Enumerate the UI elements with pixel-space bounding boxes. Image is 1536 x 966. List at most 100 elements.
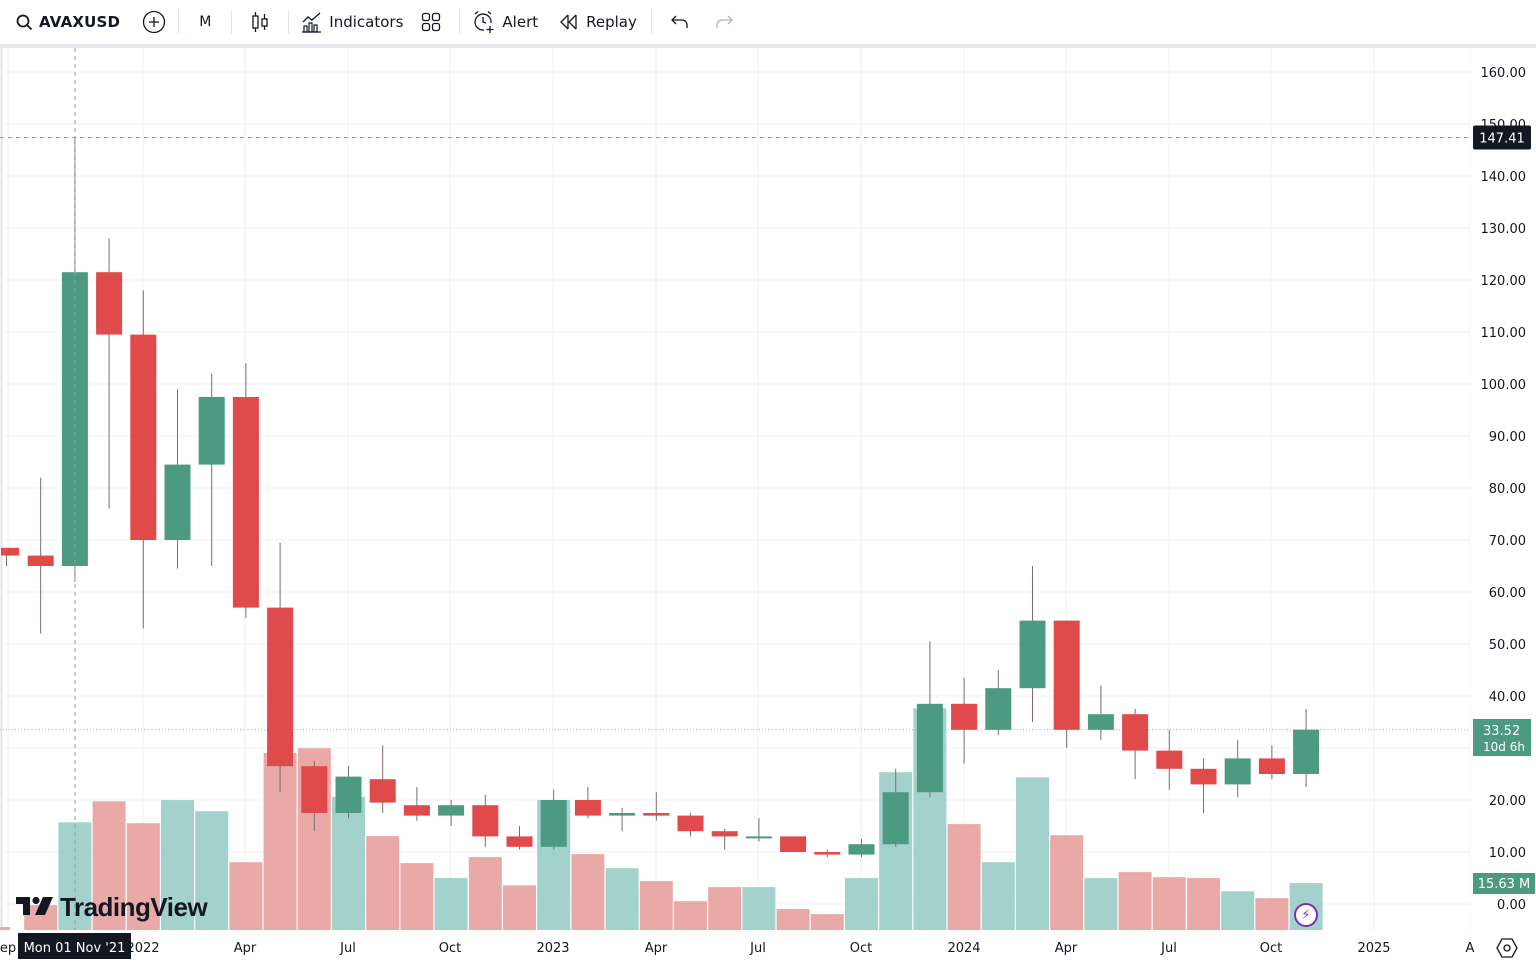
candle[interactable]	[301, 761, 328, 832]
candle[interactable]	[985, 670, 1012, 735]
candle-body	[164, 464, 191, 540]
candle-body	[951, 703, 978, 730]
candle[interactable]	[1224, 740, 1251, 798]
volume-bar	[810, 914, 844, 930]
candle[interactable]	[335, 766, 362, 819]
candle[interactable]	[780, 836, 807, 852]
candle[interactable]	[1156, 729, 1183, 790]
price-tick-label: 50.00	[1489, 638, 1526, 653]
interval-button[interactable]: M	[185, 6, 225, 38]
plot-area[interactable]	[0, 48, 1470, 930]
time-tick-label: 2024	[947, 941, 980, 956]
layouts-icon	[421, 12, 441, 32]
candle[interactable]	[677, 813, 704, 837]
volume-bar	[776, 909, 810, 930]
compare-symbol-button[interactable]	[136, 6, 172, 38]
volume-bar	[229, 862, 263, 930]
add-symbol-icon	[142, 10, 166, 34]
candle[interactable]	[540, 789, 567, 850]
candle[interactable]	[27, 477, 54, 634]
volume-bar	[195, 811, 229, 930]
candlestick-chart[interactable]: 160.00150.00140.00130.00120.00110.00100.…	[0, 48, 1536, 962]
candle-body	[472, 805, 499, 837]
time-tick-label: ep	[0, 941, 16, 956]
toolbar-divider	[288, 10, 290, 34]
volume-bar	[1187, 878, 1220, 930]
candle[interactable]	[438, 800, 465, 826]
candle[interactable]	[506, 826, 533, 850]
candle-body	[1053, 620, 1080, 730]
price-tick-label: 80.00	[1489, 482, 1526, 497]
candle[interactable]	[1293, 709, 1320, 787]
chart-area[interactable]: 160.00150.00140.00130.00120.00110.00100.…	[0, 48, 1536, 962]
candle[interactable]	[1, 547, 19, 566]
candle[interactable]	[745, 818, 772, 842]
candle[interactable]	[369, 745, 396, 813]
time-tick-label: 2023	[536, 941, 569, 956]
top-toolbar: AVAXUSD M Indicators Alert R	[0, 0, 1536, 44]
last-price-badge	[1473, 719, 1531, 756]
candle[interactable]	[1122, 709, 1149, 780]
candle[interactable]	[164, 389, 191, 569]
tradingview-logo[interactable]: TradingView	[16, 892, 208, 923]
replay-button[interactable]: Replay	[552, 6, 643, 38]
candle[interactable]	[472, 794, 499, 847]
time-tick-label: Oct	[1260, 941, 1282, 956]
candle[interactable]	[232, 363, 259, 618]
candle[interactable]	[848, 839, 875, 858]
candle[interactable]	[130, 290, 157, 629]
candle-body	[198, 397, 225, 465]
candle[interactable]	[574, 787, 601, 819]
candle[interactable]	[814, 849, 841, 858]
candle[interactable]	[267, 542, 294, 793]
undo-button[interactable]	[658, 6, 702, 38]
redo-button[interactable]	[702, 6, 746, 38]
candle[interactable]	[1019, 566, 1046, 722]
candle[interactable]	[609, 807, 636, 832]
price-tick-label: 120.00	[1481, 274, 1527, 289]
time-tick-label: Jul	[1160, 941, 1177, 956]
indicators-icon	[301, 11, 323, 33]
tradingview-wordmark: TradingView	[60, 892, 208, 922]
symbol-search-button[interactable]: AVAXUSD	[10, 6, 126, 38]
lightning-icon[interactable]: ⚡	[1294, 903, 1318, 927]
candle[interactable]	[711, 828, 738, 850]
candle[interactable]	[1087, 685, 1114, 741]
time-axis[interactable]: ep 2022 Apr Jul Oct 2023 Apr Jul Oct 2024 Apr Jul Oc…	[0, 930, 1536, 962]
volume-bar	[845, 878, 878, 930]
crosshair-price-label: 147.41	[1479, 131, 1525, 146]
candle[interactable]	[882, 768, 909, 847]
price-tick-label: 70.00	[1489, 534, 1526, 549]
volume-bar	[1050, 835, 1084, 930]
tradingview-logo-icon	[16, 895, 54, 921]
layouts-button[interactable]	[409, 6, 453, 38]
candle-body	[301, 766, 328, 813]
volume-bar	[92, 801, 126, 930]
candle-body	[1122, 714, 1149, 751]
chart-settings-button[interactable]	[1496, 937, 1518, 959]
candle-body	[96, 272, 123, 335]
candle-body	[1019, 620, 1046, 689]
candle[interactable]	[951, 677, 978, 764]
candle-body	[335, 776, 362, 813]
candle-body	[232, 397, 259, 608]
candle[interactable]	[916, 641, 943, 798]
volume-bar	[1084, 878, 1118, 930]
price-tick-label: 160.00	[1481, 66, 1527, 81]
candle[interactable]	[96, 238, 123, 509]
price-axis[interactable]: 160.00150.00140.00130.00120.00110.00100.…	[1470, 48, 1536, 930]
alert-button[interactable]: Alert	[466, 6, 544, 38]
time-tick-label: Oct	[439, 941, 461, 956]
candle[interactable]	[1190, 758, 1217, 813]
toolbar-divider	[231, 10, 233, 34]
chart-type-button[interactable]	[238, 6, 282, 38]
candle[interactable]	[403, 787, 430, 821]
candle-body	[745, 836, 772, 839]
candle[interactable]	[1053, 620, 1080, 748]
alert-label: Alert	[502, 13, 539, 31]
crosshair-price-badge	[1473, 125, 1531, 150]
candle[interactable]	[1258, 745, 1285, 780]
candle[interactable]	[643, 792, 670, 821]
indicators-button[interactable]: Indicators	[295, 6, 409, 38]
candle[interactable]	[198, 373, 225, 566]
